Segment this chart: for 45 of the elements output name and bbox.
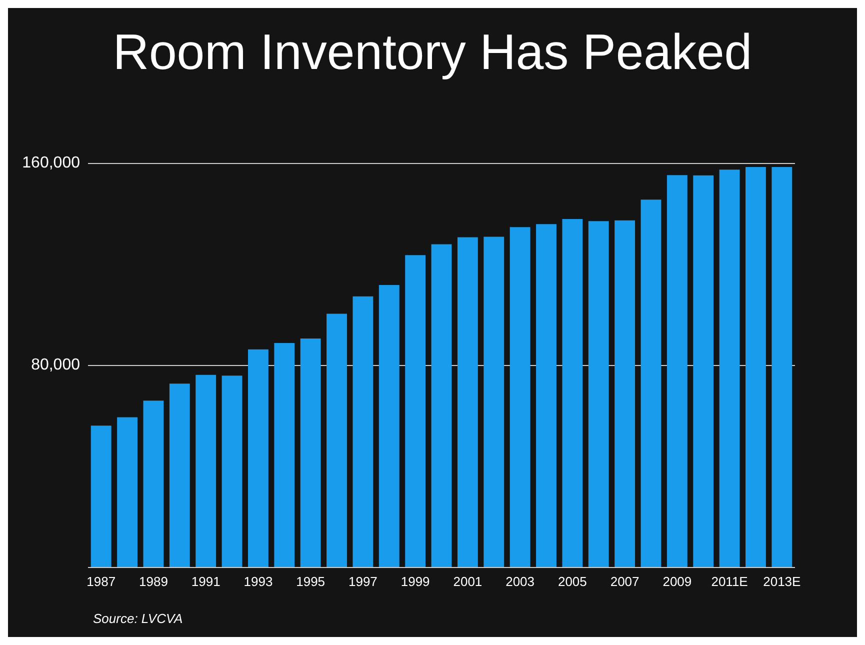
bar xyxy=(222,376,242,567)
x-tick-label: 2003 xyxy=(506,574,535,589)
x-tick-label: 1997 xyxy=(348,574,378,589)
x-tick-label: 2007 xyxy=(610,574,640,589)
x-tick-label: 1999 xyxy=(400,574,430,589)
x-tick-label: 2009 xyxy=(662,574,692,589)
bar xyxy=(378,284,400,567)
bar xyxy=(90,426,112,567)
x-tick-label: 2005 xyxy=(558,574,587,589)
bar xyxy=(510,227,530,567)
y-tick-label: 160,000 xyxy=(22,154,80,172)
x-tick-label: 2001 xyxy=(453,574,482,589)
chart-title: Room Inventory Has Peaked xyxy=(112,24,752,80)
bar xyxy=(457,237,478,567)
bar xyxy=(326,314,347,567)
x-tick-label: 2011E xyxy=(711,574,748,589)
bar xyxy=(536,224,556,567)
bar xyxy=(431,244,452,567)
bar xyxy=(405,255,426,567)
bar xyxy=(719,170,740,567)
bar xyxy=(666,175,688,567)
x-tick-label: 1991 xyxy=(191,574,220,589)
bar xyxy=(772,167,792,567)
x-tick-label: 1989 xyxy=(139,574,168,589)
x-tick-label: 1993 xyxy=(244,574,273,589)
bar xyxy=(196,374,216,567)
bar xyxy=(693,175,714,567)
x-tick-label: 1995 xyxy=(296,574,326,589)
bar xyxy=(169,384,190,567)
bar xyxy=(484,236,504,567)
bar xyxy=(352,296,374,567)
bar xyxy=(117,417,138,567)
x-tick-label: 1987 xyxy=(86,574,116,589)
bar xyxy=(588,221,609,567)
bar xyxy=(143,400,164,567)
bar xyxy=(614,220,636,567)
bar xyxy=(746,167,766,567)
source-note: Source: LVCVA xyxy=(93,611,183,626)
bar xyxy=(640,200,662,567)
bar xyxy=(248,349,268,567)
bar xyxy=(274,343,295,567)
x-tick-label: 2013E xyxy=(763,574,802,589)
y-tick-label: 80,000 xyxy=(31,356,80,374)
bar xyxy=(562,219,583,567)
bar xyxy=(300,338,321,567)
